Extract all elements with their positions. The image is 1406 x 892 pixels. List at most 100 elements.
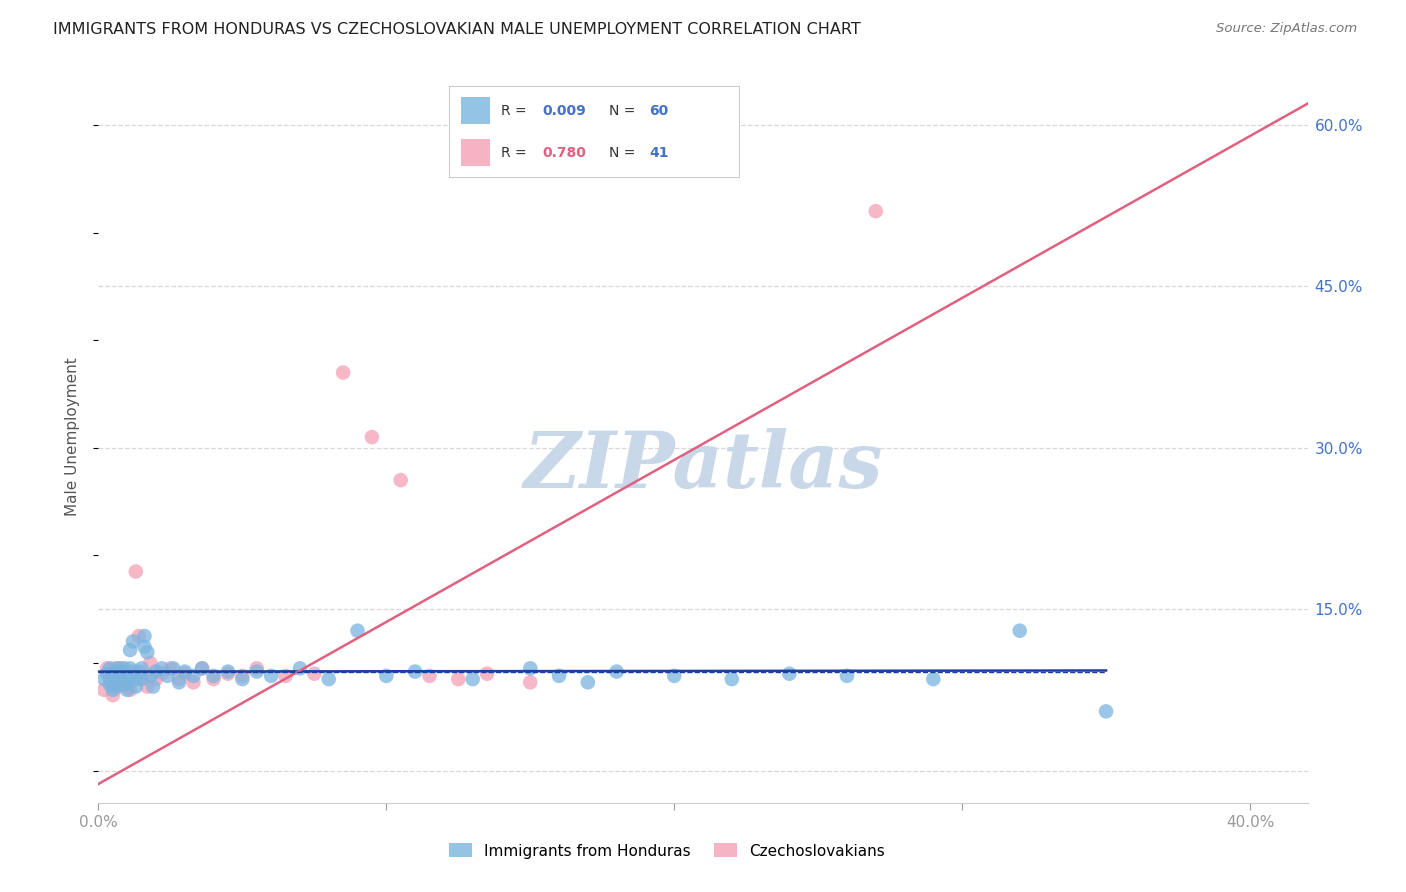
Point	[606, 665, 628, 679]
Point	[134, 669, 156, 683]
Point	[136, 680, 159, 694]
Point	[134, 640, 156, 654]
Point	[865, 204, 887, 219]
Point	[217, 666, 239, 681]
Point	[139, 656, 162, 670]
Legend: Immigrants from Honduras, Czechoslovakians: Immigrants from Honduras, Czechoslovakia…	[443, 838, 890, 864]
Point	[246, 665, 269, 679]
Point	[120, 669, 142, 683]
Point	[96, 661, 118, 675]
Point	[576, 675, 599, 690]
Point	[115, 682, 138, 697]
Point	[159, 661, 181, 675]
Point	[101, 669, 124, 683]
Point	[122, 665, 145, 679]
Point	[288, 661, 311, 675]
Point	[720, 672, 742, 686]
Text: ZIPatlas: ZIPatlas	[523, 428, 883, 505]
Point	[104, 680, 127, 694]
Point	[202, 669, 225, 683]
Point	[548, 669, 571, 683]
Text: IMMIGRANTS FROM HONDURAS VS CZECHOSLOVAKIAN MALE UNEMPLOYMENT CORRELATION CHART: IMMIGRANTS FROM HONDURAS VS CZECHOSLOVAK…	[53, 22, 862, 37]
Point	[404, 665, 426, 679]
Point	[418, 669, 440, 683]
Point	[134, 629, 156, 643]
Point	[139, 669, 162, 683]
Point	[142, 680, 165, 694]
Point	[112, 661, 135, 675]
Point	[274, 669, 297, 683]
Point	[145, 672, 167, 686]
Point	[191, 661, 214, 675]
Point	[101, 677, 124, 691]
Point	[96, 666, 118, 681]
Point	[93, 682, 115, 697]
Point	[120, 661, 142, 675]
Point	[231, 669, 253, 683]
Point	[93, 672, 115, 686]
Point	[131, 672, 153, 686]
Point	[107, 669, 129, 683]
Point	[332, 366, 354, 380]
Point	[519, 675, 541, 690]
Point	[115, 677, 138, 691]
Point	[107, 669, 129, 683]
Point	[112, 672, 135, 686]
Point	[104, 661, 127, 675]
Point	[361, 430, 384, 444]
Point	[136, 645, 159, 659]
Point	[304, 666, 326, 681]
Point	[231, 672, 253, 686]
Point	[101, 688, 124, 702]
Point	[101, 682, 124, 697]
Point	[217, 665, 239, 679]
Point	[167, 675, 190, 690]
Y-axis label: Male Unemployment: Male Unemployment	[65, 358, 80, 516]
Point	[191, 661, 214, 675]
Point	[246, 661, 269, 675]
Point	[131, 661, 153, 675]
Point	[173, 665, 195, 679]
Point	[120, 643, 142, 657]
Point	[156, 669, 179, 683]
Point	[110, 661, 132, 675]
Point	[104, 665, 127, 679]
Point	[162, 661, 184, 675]
Text: Source: ZipAtlas.com: Source: ZipAtlas.com	[1216, 22, 1357, 36]
Point	[107, 680, 129, 694]
Point	[447, 672, 470, 686]
Point	[183, 669, 205, 683]
Point	[98, 677, 121, 691]
Point	[519, 661, 541, 675]
Point	[664, 669, 686, 683]
Point	[835, 669, 858, 683]
Point	[107, 661, 129, 675]
Point	[110, 672, 132, 686]
Point	[346, 624, 368, 638]
Point	[112, 677, 135, 691]
Point	[1008, 624, 1031, 638]
Point	[145, 665, 167, 679]
Point	[1095, 705, 1118, 719]
Point	[389, 473, 412, 487]
Point	[778, 666, 800, 681]
Point	[922, 672, 945, 686]
Point	[110, 665, 132, 679]
Point	[167, 672, 190, 686]
Point	[150, 666, 173, 681]
Point	[115, 669, 138, 683]
Point	[125, 672, 148, 686]
Point	[122, 669, 145, 683]
Point	[122, 634, 145, 648]
Point	[461, 672, 484, 686]
Point	[98, 672, 121, 686]
Point	[475, 666, 498, 681]
Point	[173, 666, 195, 681]
Point	[98, 661, 121, 675]
Point	[131, 672, 153, 686]
Point	[120, 682, 142, 697]
Point	[150, 661, 173, 675]
Point	[375, 669, 398, 683]
Point	[128, 629, 150, 643]
Point	[202, 672, 225, 686]
